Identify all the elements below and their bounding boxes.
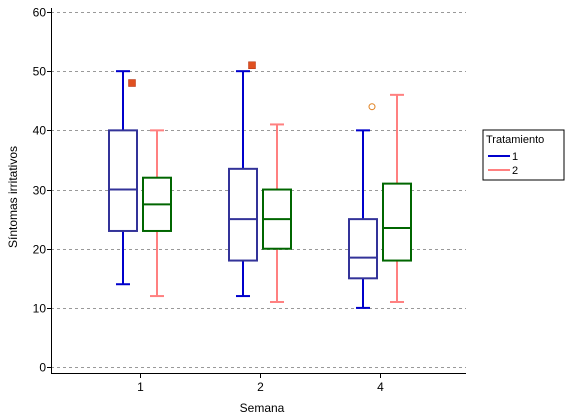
y-tick-label: 10 — [33, 302, 47, 316]
x-tick-label: 2 — [257, 380, 264, 394]
box — [108, 129, 138, 232]
box — [228, 167, 258, 262]
y-tick-label: 20 — [33, 243, 47, 257]
box — [348, 218, 378, 280]
legend-entry-label: 1 — [512, 151, 518, 163]
legend-entry-label: 2 — [512, 165, 518, 177]
legend-title: Tratamiento — [486, 134, 544, 146]
x-axis-ticks: 1 2 4 — [137, 373, 384, 394]
boxes — [108, 61, 412, 309]
axes — [51, 8, 466, 374]
y-tick-label: 40 — [33, 124, 47, 138]
x-tick-label: 1 — [137, 380, 144, 394]
x-tick-label: 4 — [377, 380, 384, 394]
y-tick-label: 30 — [33, 184, 47, 198]
box — [382, 182, 412, 262]
y-axis-title: Síntomas irritativos — [6, 146, 20, 248]
outlier-point — [128, 79, 136, 87]
y-tick-label: 50 — [33, 65, 47, 79]
outlier-point — [368, 103, 376, 111]
x-axis-title: Semana — [240, 401, 285, 415]
outlier-point — [248, 61, 256, 70]
y-tick-label: 0 — [39, 361, 46, 375]
y-axis-ticks: 0 10 20 30 40 50 60 — [33, 6, 51, 375]
legend: Tratamiento 1 2 — [482, 129, 565, 181]
y-tick-label: 60 — [33, 6, 47, 20]
